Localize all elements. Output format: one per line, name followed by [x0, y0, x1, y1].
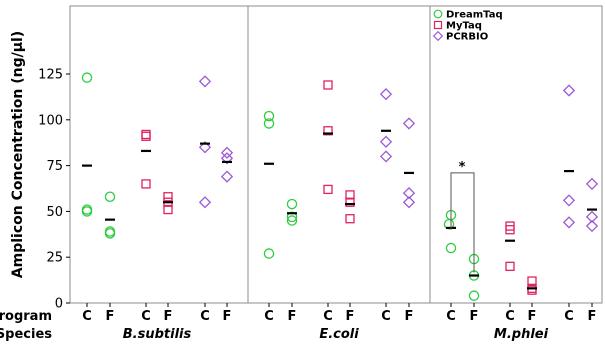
significance-asterisk: * — [459, 160, 466, 175]
program-tick-label: F — [223, 309, 232, 324]
data-point-pcrbio — [562, 216, 576, 229]
program-tick-label: F — [528, 309, 537, 324]
data-point-mytaq — [505, 261, 515, 272]
program-tick-label: C — [446, 309, 456, 324]
legend-label-mytaq: MyTaq — [446, 21, 482, 32]
data-point-mytaq — [323, 184, 333, 195]
data-point-mytaq — [345, 190, 355, 200]
plot-frame — [69, 5, 603, 304]
program-tick-label: F — [288, 309, 297, 324]
program-tick-label: C — [82, 309, 92, 324]
program-tick-label: F — [588, 309, 597, 324]
data-point-mytaq — [141, 131, 151, 141]
program-tick-label: F — [470, 309, 479, 324]
data-point-mytaq — [163, 192, 173, 202]
data-point-mytaq — [345, 214, 355, 224]
y-tick-label: 0 — [55, 297, 63, 312]
data-point-mytaq — [323, 80, 333, 90]
y-axis-label: Amplicon Concentration (ng/µl) — [10, 31, 26, 278]
data-point-pcrbio — [585, 210, 599, 224]
species-label: M.phlei — [494, 327, 549, 342]
y-tick-label: 50 — [46, 205, 63, 220]
data-point-mytaq — [141, 179, 151, 189]
program-tick-label: F — [405, 309, 414, 324]
data-point-dreamtaq — [81, 206, 93, 217]
data-point-dreamtaq — [286, 198, 298, 210]
data-point-pcrbio — [585, 219, 599, 233]
legend-label-dreamtaq: DreamTaq — [446, 10, 503, 21]
legend-label-pcrbio: PCRBIO — [446, 32, 488, 43]
legend-marker-mytaq — [433, 20, 443, 30]
program-tick-label: C — [264, 309, 274, 324]
program-tick-label: F — [164, 309, 173, 324]
species-label: E.coli — [319, 327, 359, 342]
data-point-dreamtaq — [104, 228, 116, 239]
data-point-dreamtaq — [263, 118, 275, 129]
data-point-pcrbio — [198, 75, 212, 88]
program-row-label: Program — [0, 309, 52, 324]
data-point-pcrbio — [220, 152, 234, 165]
data-point-pcrbio — [198, 196, 212, 209]
program-tick-label: C — [505, 309, 515, 324]
data-point-dreamtaq — [81, 72, 93, 83]
data-point-dreamtaq — [263, 248, 275, 259]
species-label: B.subtilis — [123, 327, 192, 342]
data-point-pcrbio — [198, 141, 212, 154]
data-point-pcrbio — [562, 194, 576, 207]
y-tick-label: 75 — [46, 159, 63, 174]
data-point-pcrbio — [402, 186, 416, 200]
y-tick-label: 100 — [38, 113, 63, 128]
data-point-mytaq — [527, 285, 537, 295]
program-tick-label: C — [141, 309, 151, 324]
legend-marker-pcrbio — [432, 30, 444, 42]
program-tick-label: C — [381, 309, 391, 324]
program-tick-label: F — [106, 309, 115, 324]
species-row-label: Species — [0, 327, 52, 342]
y-tick-label: 25 — [46, 251, 63, 266]
data-point-mytaq — [345, 197, 355, 207]
data-point-dreamtaq — [104, 191, 116, 202]
data-point-mytaq — [323, 126, 333, 136]
data-point-pcrbio — [379, 88, 393, 101]
program-tick-label: C — [564, 309, 574, 324]
data-point-pcrbio — [220, 146, 234, 159]
program-tick-label: C — [323, 309, 333, 324]
program-tick-label: F — [346, 309, 355, 324]
data-point-mytaq — [505, 225, 515, 235]
data-point-pcrbio — [585, 177, 599, 191]
data-point-dreamtaq — [286, 215, 298, 226]
y-tick-label: 125 — [38, 68, 63, 83]
program-tick-label: C — [200, 309, 210, 324]
data-point-dreamtaq — [468, 290, 480, 301]
significance-bracket — [450, 172, 475, 273]
data-point-pcrbio — [402, 196, 416, 209]
data-point-pcrbio — [402, 117, 416, 130]
data-point-dreamtaq — [263, 110, 275, 122]
data-point-dreamtaq — [445, 242, 457, 254]
legend-marker-dreamtaq — [433, 9, 443, 19]
data-point-pcrbio — [220, 170, 234, 183]
data-point-pcrbio — [562, 84, 576, 97]
data-point-mytaq — [163, 204, 173, 215]
data-point-pcrbio — [379, 135, 393, 148]
data-point-mytaq — [527, 276, 537, 286]
data-point-pcrbio — [379, 150, 393, 163]
